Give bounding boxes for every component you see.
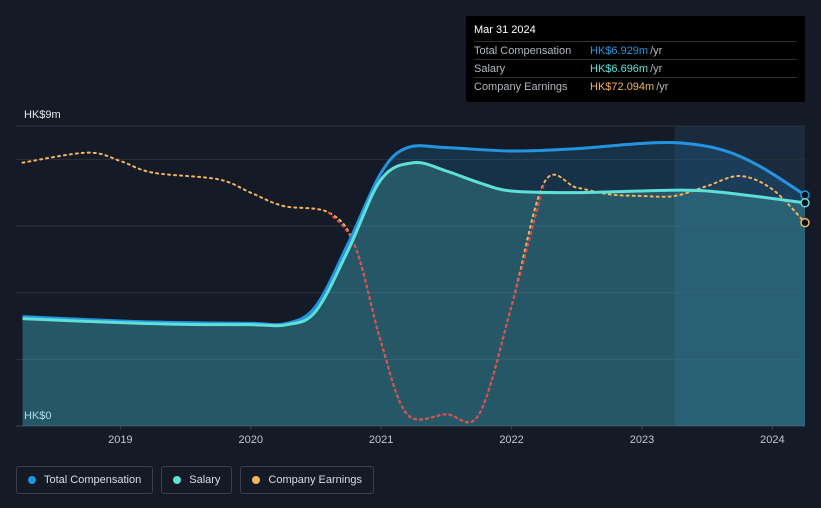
x-tick-label: 2022 (499, 434, 523, 446)
y-tick-label: HK$9m (24, 109, 61, 121)
tooltip-unit-salary: /yr (650, 62, 663, 75)
tooltip-value-total: HK$6.929m (590, 44, 649, 57)
total-compensation-end-point (800, 190, 810, 200)
salary-end-point (800, 198, 810, 208)
salary-area (22, 162, 806, 427)
tooltip-date: Mar 31 2024 (474, 24, 536, 36)
total-compensation-line (22, 140, 806, 327)
legend: Total Compensation Salary Company Earnin… (16, 466, 374, 494)
tooltip-row-salary: Salary HK$6.696m /yr (474, 59, 797, 77)
legend-label: Company Earnings (268, 474, 362, 486)
legend-item-salary[interactable]: Salary (161, 466, 233, 494)
company-earnings-low-segment (327, 181, 546, 424)
legend-item-company-earnings[interactable]: Company Earnings (240, 466, 374, 494)
legend-dot-icon (252, 476, 261, 484)
x-tick-label: 2024 (760, 434, 784, 446)
tooltip-label-earnings: Company Earnings (474, 80, 568, 93)
tooltip-value-salary: HK$6.696m (590, 62, 649, 75)
tooltip-row-total: Total Compensation HK$6.929m /yr (474, 41, 797, 59)
tooltip-panel: Mar 31 2024 Total Compensation HK$6.929m… (466, 16, 805, 102)
tooltip-label-total: Total Compensation (474, 44, 572, 57)
x-tick-label: 2023 (630, 434, 654, 446)
salary-line (22, 160, 806, 328)
legend-dot-icon (173, 476, 182, 484)
tooltip-unit-total: /yr (650, 44, 663, 57)
company-earnings-end-point (800, 217, 810, 228)
legend-item-total-compensation[interactable]: Total Compensation (16, 466, 154, 494)
tooltip-value-earnings: HK$72.094m (590, 80, 655, 93)
tooltip-label-salary: Salary (474, 62, 506, 75)
x-tick-label: 2020 (239, 434, 263, 446)
total-compensation-area (22, 142, 806, 426)
legend-label: Salary (189, 474, 221, 486)
tooltip-unit-earnings: /yr (656, 80, 669, 93)
x-tick-label: 2021 (369, 434, 393, 446)
legend-dot-icon (28, 476, 36, 484)
x-tick-label: 2019 (108, 434, 132, 446)
legend-label: Total Compensation (44, 474, 142, 486)
y-tick-label: HK$0 (24, 410, 52, 422)
tooltip-row-earnings: Company Earnings HK$72.094m /yr (474, 77, 797, 95)
